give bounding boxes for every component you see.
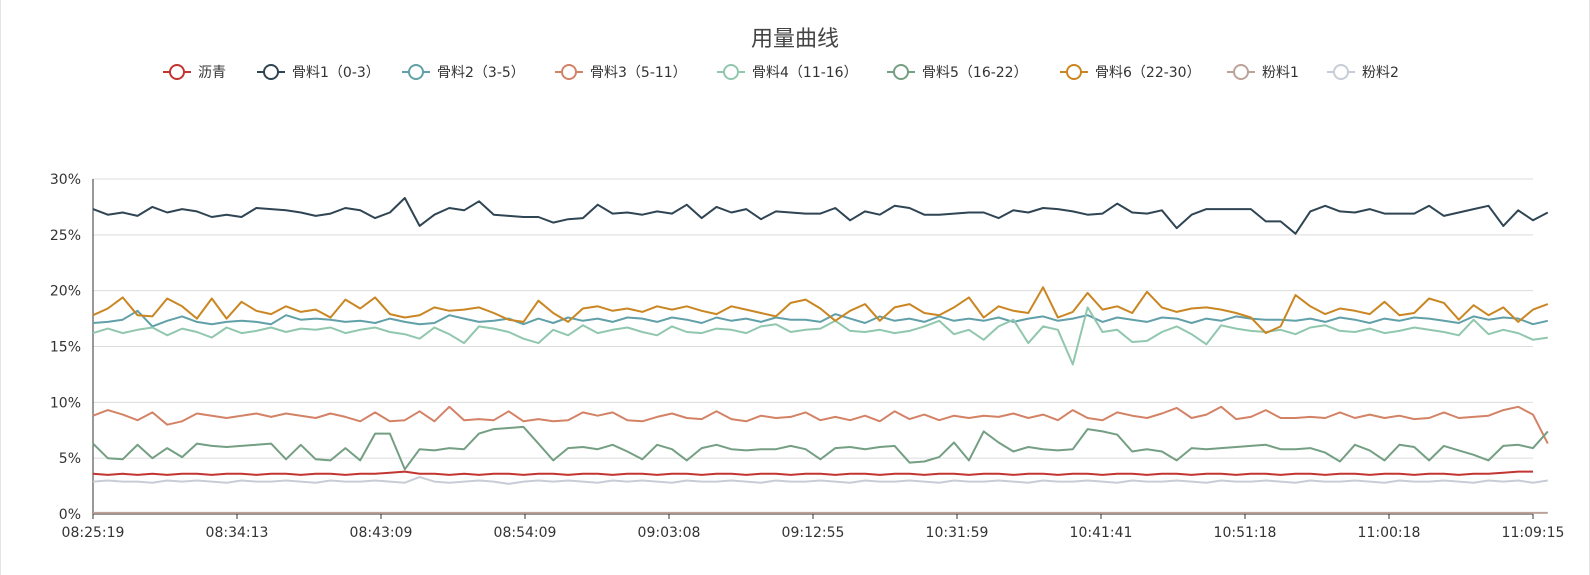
y-tick-label: 5% [59,451,81,467]
x-tick-label: 10:31:59 [926,525,989,541]
legend-label: 骨料6（22-30） [1095,65,1201,81]
series-line-7 [92,286,1549,335]
legend-item-8: 粉料1 [1227,64,1299,81]
legend-label: 骨料5（16-22） [922,65,1028,81]
series-line-5 [92,306,1548,366]
legend-circle-icon [723,64,739,80]
legend-item-7: 骨料6（22-30） [1060,64,1201,81]
legend-item-5: 骨料4（11-16） [717,64,858,81]
legend-circle-icon [263,64,279,80]
legend-label: 粉料1 [1262,65,1299,81]
legend-circle-icon [561,64,577,80]
grid-lines [93,178,1533,515]
y-tick-label: 25% [50,228,81,244]
legend-item-3: 骨料2（3-5） [402,64,525,81]
legend-label: 骨料2（3-5） [437,65,525,81]
x-tick-label: 08:54:09 [494,525,557,541]
x-tick-label: 09:12:55 [782,525,845,541]
legend-label: 骨料1（0-3） [292,65,380,81]
panel-border-left [0,0,1,575]
legend-item-9: 粉料2 [1327,64,1399,81]
x-tick-label: 11:00:18 [1358,525,1421,541]
x-tick-label: 08:34:13 [206,525,269,541]
legend-circle-icon [408,64,424,80]
legend-item-1: 沥青 [163,64,226,81]
legend-circle-icon [169,64,185,80]
y-tick-label: 15% [50,340,81,356]
x-axis: 08:25:19 08:34:13 08:43:09 08:54:09 09:03:08… [62,179,1565,541]
series-line-9 [92,476,1548,485]
x-tick-label: 08:25:19 [62,525,125,541]
x-tick-label: 09:03:08 [638,525,701,541]
chart-legend: 沥青 骨料1（0-3） 骨料2（3-5） 骨料3（5-11） 骨料4（11-16） 骨料5… [163,64,1399,81]
series-line-4 [92,405,1549,445]
series-line-3 [92,309,1549,328]
legend-circle-icon [1233,64,1249,80]
legend-circle-icon [1066,64,1082,80]
y-tick-label: 30% [50,172,81,188]
series-line-2 [92,197,1549,235]
legend-item-4: 骨料3（5-11） [555,64,687,81]
legend-circle-icon [1333,64,1349,80]
x-tick-label: 08:43:09 [350,525,413,541]
x-tick-label: 11:09:15 [1502,525,1565,541]
legend-circle-icon [893,64,909,80]
legend-label: 粉料2 [1362,65,1399,81]
y-tick-label: 10% [50,395,81,411]
chart-title: 用量曲线 [751,27,839,52]
series-line-1 [92,470,1533,476]
y-tick-label: 0% [59,507,81,523]
y-tick-label: 20% [50,284,81,300]
legend-item-2: 骨料1（0-3） [257,64,380,81]
y-axis-tick-labels: 0% 5% 10% 15% 20% 25% 30% [50,172,81,523]
x-tick-label: 10:41:41 [1070,525,1133,541]
x-tick-label: 10:51:18 [1214,525,1277,541]
legend-label: 沥青 [198,65,226,81]
legend-label: 骨料4（11-16） [752,65,858,81]
legend-label: 骨料3（5-11） [590,65,687,81]
series-line-6 [92,425,1549,471]
legend-item-6: 骨料5（16-22） [887,64,1028,81]
series-lines [92,197,1549,514]
